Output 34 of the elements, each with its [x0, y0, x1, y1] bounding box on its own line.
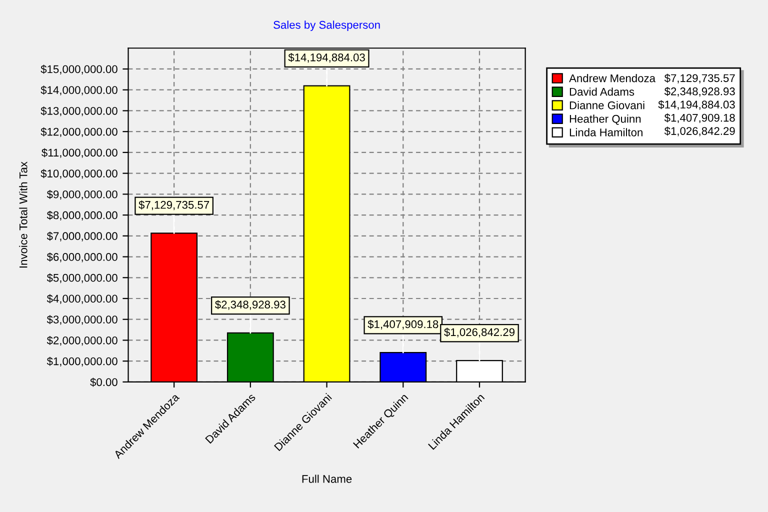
text: $7,129,735.57	[664, 74, 735, 84]
y-tick-label: $9,000,000.00	[46, 190, 118, 200]
y-tick-label: $8,000,000.00	[46, 210, 118, 220]
legend-label: Heather Quinn	[570, 114, 641, 125]
y-tick-label: $5,000,000.00	[46, 273, 118, 284]
data-label: $1,026,842.29	[444, 328, 515, 338]
y-tick-label: $4,000,000.00	[46, 294, 118, 304]
legend-label: Dianne Giovani	[570, 101, 644, 110]
data-label: $7,129,735.57	[138, 200, 210, 210]
y-tick-label: $7,000,000.00	[46, 232, 118, 242]
y-tick-label: $0.00	[90, 378, 118, 387]
x-axis-title: Full Name	[302, 474, 352, 483]
y-tick-label: $11,000,000.00	[42, 148, 118, 158]
text: $2,348,928.93	[664, 86, 735, 97]
y-tick-label: $13,000,000.00	[40, 106, 118, 116]
legend-label: Linda Hamilton	[570, 128, 642, 136]
data-label: $2,348,928.93	[215, 300, 286, 310]
data-label: $14,194,884.03	[288, 53, 365, 63]
legend-label: David Adams	[570, 88, 634, 96]
chart-title: Sales by Salesperson	[274, 20, 380, 31]
text: $14,194,884.03	[658, 100, 735, 110]
y-tick-label: $15,000,000.00	[40, 64, 118, 74]
y-tick-label: $6,000,000.00	[46, 252, 118, 262]
y-tick-label: $2,000,000.00	[46, 336, 118, 346]
text: $1,026,842.29	[664, 126, 735, 136]
y-tick-label: $1,000,000.00	[46, 356, 118, 367]
legend-label: Andrew Mendoza	[569, 74, 656, 82]
y-tick-label: $12,000,000.00	[40, 127, 118, 138]
y-tick-label: $3,000,000.00	[46, 315, 118, 325]
text: $1,407,909.18	[664, 113, 735, 124]
data-label: $1,407,909.18	[368, 320, 438, 330]
y-tick-label: $14,000,000.00	[40, 86, 118, 96]
y-tick-label: $10,000,000.00	[40, 169, 118, 179]
y-axis-title: Invoice Total With Tax	[19, 162, 28, 268]
